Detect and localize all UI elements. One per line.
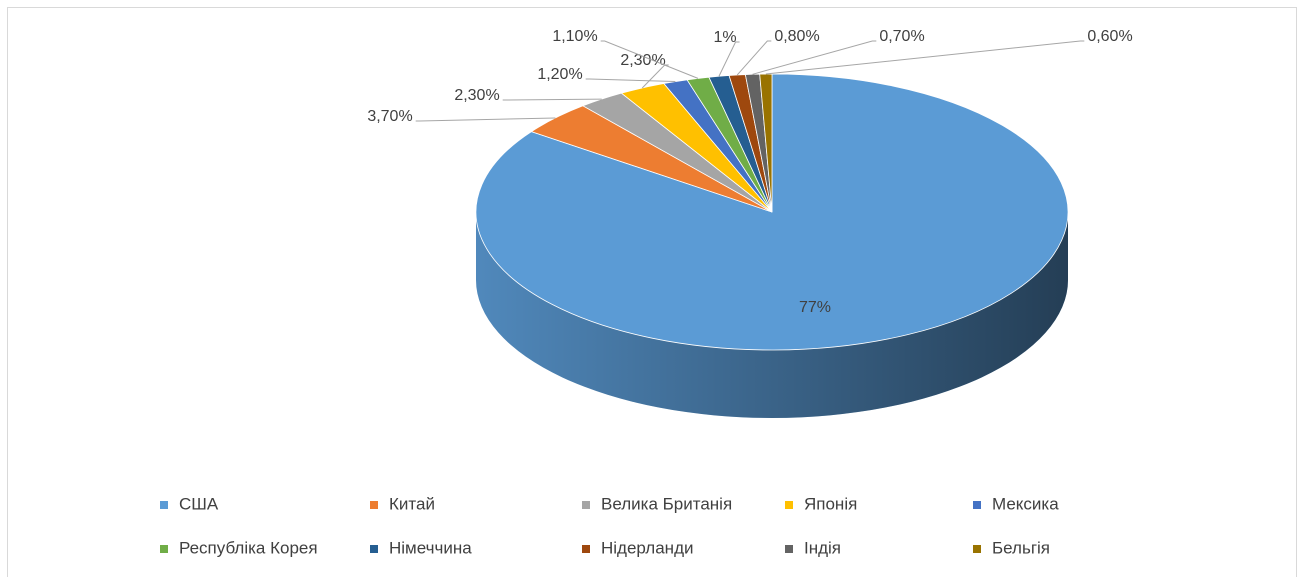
data-label: 0,60% — [1087, 28, 1132, 45]
leader-line — [502, 98, 602, 101]
data-label: 1,20% — [537, 66, 582, 83]
leader-line — [718, 41, 740, 77]
data-label: 1% — [713, 29, 736, 46]
leader-line — [736, 40, 772, 76]
legend-label: Китай — [389, 494, 435, 513]
data-label: 3,70% — [367, 108, 412, 125]
leader-line — [752, 40, 877, 75]
legend-swatch — [582, 545, 590, 553]
legend-swatch — [582, 501, 590, 509]
leader-line — [585, 78, 676, 83]
data-label: 2,30% — [620, 52, 665, 69]
legend-label: Велика Британія — [601, 494, 732, 513]
legend-swatch — [973, 545, 981, 553]
legend-label: Нідерланди — [601, 538, 693, 557]
legend-label: Мексика — [992, 494, 1059, 513]
leader-line — [600, 40, 699, 79]
data-label: 1,10% — [552, 28, 597, 45]
slice — [475, 73, 1069, 351]
legend-label: Індія — [804, 538, 841, 557]
legend-label: Німеччина — [389, 538, 472, 557]
legend-swatch — [785, 501, 793, 509]
data-label: 0,70% — [879, 28, 924, 45]
legend-swatch — [160, 545, 168, 553]
legend-swatch — [370, 545, 378, 553]
legend-swatch — [370, 501, 378, 509]
slice — [759, 73, 773, 213]
legend-label: Бельгія — [992, 538, 1050, 557]
slice-side-shade — [476, 212, 1068, 418]
data-label: 2,30% — [454, 87, 499, 104]
legend-swatch — [160, 501, 168, 509]
legend-label: Японія — [804, 494, 857, 513]
legend-swatch — [973, 501, 981, 509]
legend-label: Республіка Корея — [179, 538, 318, 557]
leader-line — [765, 40, 1085, 75]
legend-swatch — [785, 545, 793, 553]
data-label: 77% — [799, 299, 831, 316]
data-label: 0,80% — [774, 28, 819, 45]
chart-border — [7, 7, 1297, 582]
leader-line — [415, 117, 556, 122]
legend-label: США — [179, 494, 219, 513]
